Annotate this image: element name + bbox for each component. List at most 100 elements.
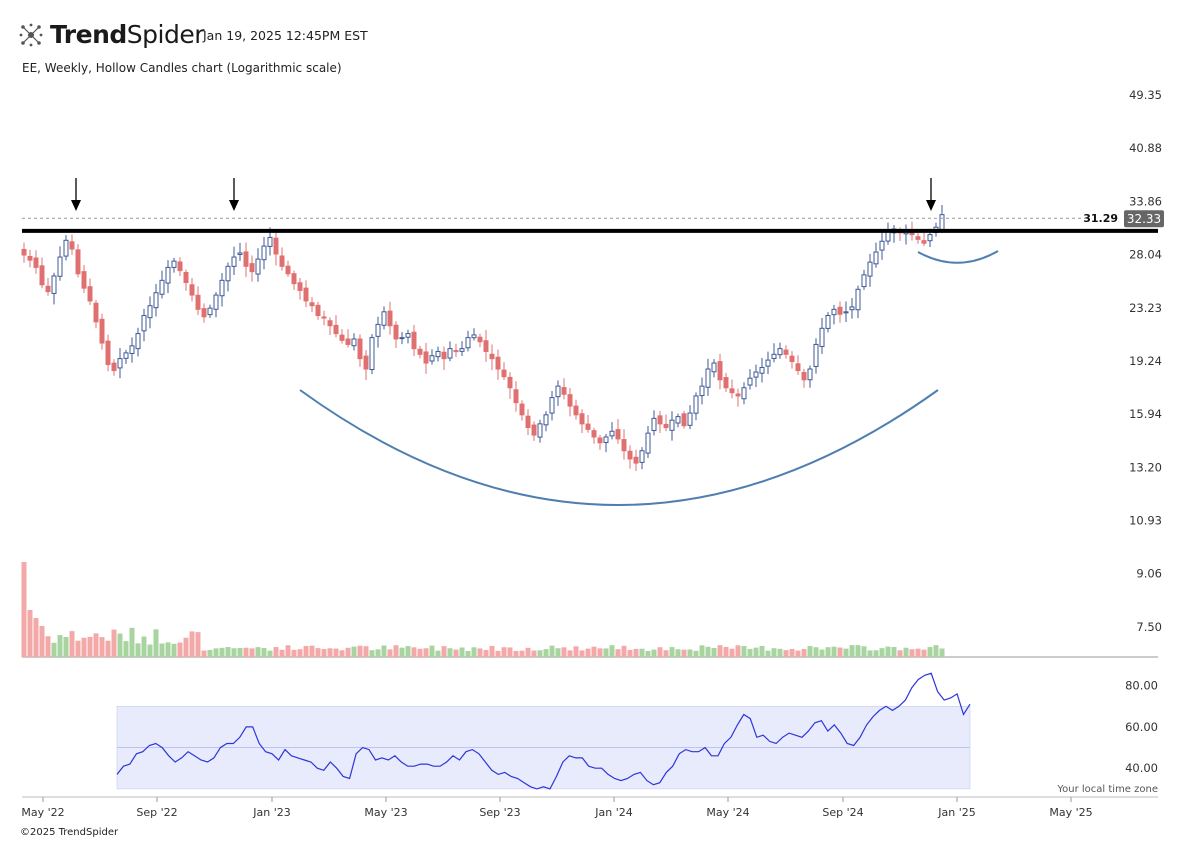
candle-body xyxy=(531,424,537,436)
candle-body xyxy=(345,338,351,345)
candle-body xyxy=(603,436,609,444)
volume-bar xyxy=(789,648,795,657)
volume-bar xyxy=(219,647,225,657)
candle-body xyxy=(21,248,27,256)
volume-bar xyxy=(477,648,483,657)
volume-bar xyxy=(147,644,153,657)
volume-bar xyxy=(777,648,783,657)
x-tick-label: Sep '24 xyxy=(822,806,863,819)
x-tick-label: Jan '25 xyxy=(937,806,975,819)
candle-body xyxy=(315,304,321,317)
candle-body xyxy=(81,271,87,289)
candle-body xyxy=(783,349,789,355)
candle-body xyxy=(333,324,339,335)
candle-body xyxy=(495,356,501,370)
candle-body xyxy=(243,251,249,267)
volume-bar xyxy=(27,610,33,657)
volume-bar xyxy=(99,637,105,657)
candle-body xyxy=(375,323,381,337)
volume-bar xyxy=(915,648,921,657)
volume-bar xyxy=(687,649,693,657)
candle-body xyxy=(411,331,417,350)
volume-bar xyxy=(207,649,213,657)
price-tick-label: 9.06 xyxy=(1136,567,1162,581)
candle-body xyxy=(435,350,441,358)
volume-bar xyxy=(531,650,537,657)
volume-bar xyxy=(159,643,165,657)
volume-bar xyxy=(321,649,327,657)
price-tick-label: 7.50 xyxy=(1136,620,1162,634)
volume-bar xyxy=(195,632,201,657)
volume-bar xyxy=(213,648,219,657)
candle-body xyxy=(117,358,123,369)
candle-body xyxy=(231,256,237,267)
candle-body xyxy=(699,385,705,397)
volume-bar xyxy=(705,646,711,657)
price-tick-label: 28.04 xyxy=(1129,248,1162,262)
last-price-label: 32.33 xyxy=(1127,212,1161,226)
candle-body xyxy=(105,340,111,366)
volume-bar xyxy=(669,647,675,657)
candle-body xyxy=(741,387,747,400)
volume-bar xyxy=(237,648,243,657)
volume-bar xyxy=(189,631,195,657)
volume-bar xyxy=(261,647,267,657)
volume-bar xyxy=(555,648,561,657)
volume-bar xyxy=(903,647,909,657)
candle-body xyxy=(51,275,57,294)
price-y-axis: 49.35 40.88 33.86 28.04 23.23 19.24 15.94 13.20… xyxy=(1129,88,1162,634)
volume-bar xyxy=(297,649,303,657)
candle-body xyxy=(129,345,135,354)
volume-bar xyxy=(519,650,525,657)
candle-body xyxy=(939,214,945,231)
candle-body xyxy=(273,237,279,255)
candle-body xyxy=(483,340,489,352)
volume-bar xyxy=(249,648,255,657)
volume-bar xyxy=(399,647,405,657)
volume-bar xyxy=(891,646,897,657)
candle-body xyxy=(825,315,831,329)
candle-body xyxy=(225,265,231,282)
volume-bar xyxy=(333,648,339,657)
arrow-head-icon xyxy=(71,200,81,211)
candle-body xyxy=(855,288,861,311)
candle-body xyxy=(393,324,399,340)
volume-bar xyxy=(939,648,945,657)
x-axis: May '22 Sep '22 Jan '23 May '23 Sep '23 Jan '… xyxy=(21,796,1158,819)
rsi-tick-label: 80.00 xyxy=(1125,679,1158,693)
volume-bar xyxy=(831,646,837,657)
candle-body xyxy=(537,423,543,438)
volume-bar xyxy=(405,646,411,657)
volume-bar xyxy=(471,647,477,657)
volume-bar xyxy=(309,645,315,657)
candle-body xyxy=(99,318,105,344)
candle-body xyxy=(813,343,819,367)
candle-body xyxy=(285,265,291,275)
candle-body xyxy=(111,362,117,372)
x-tick-label: May '24 xyxy=(706,806,749,819)
volume-bar xyxy=(117,633,123,657)
volume-bar xyxy=(603,648,609,657)
candle-body xyxy=(759,367,765,374)
candle-body xyxy=(843,311,849,314)
volume-bar xyxy=(663,650,669,657)
volume-bar xyxy=(507,647,513,657)
candle-body xyxy=(837,306,843,315)
volume-bar xyxy=(45,636,51,657)
volume-bar xyxy=(63,636,69,657)
volume-bar xyxy=(417,648,423,657)
rsi-line xyxy=(116,672,971,790)
volume-bar xyxy=(771,648,777,657)
volume-bar xyxy=(87,636,93,657)
candle-body xyxy=(201,308,207,318)
volume-bar xyxy=(759,645,765,657)
candle-body xyxy=(219,279,225,297)
volume-bar xyxy=(783,650,789,657)
volume-bar xyxy=(813,647,819,657)
volume-bar xyxy=(111,629,117,657)
candle-body xyxy=(627,450,633,460)
candle-body xyxy=(729,388,735,394)
volume-bar xyxy=(591,646,597,657)
candle-body xyxy=(267,236,273,247)
volume-bar xyxy=(201,650,207,657)
